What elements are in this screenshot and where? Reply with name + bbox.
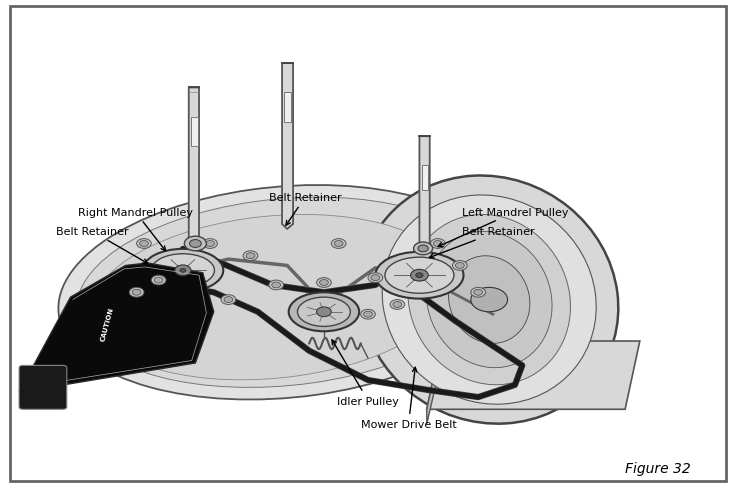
Text: Belt Retainer: Belt Retainer <box>269 193 342 226</box>
Circle shape <box>269 281 283 290</box>
Circle shape <box>434 241 442 247</box>
Circle shape <box>272 283 280 288</box>
Ellipse shape <box>408 215 570 385</box>
Circle shape <box>224 297 233 303</box>
Circle shape <box>334 241 343 247</box>
Bar <box>284 93 291 122</box>
Circle shape <box>243 251 258 261</box>
Ellipse shape <box>77 198 490 387</box>
Circle shape <box>130 288 144 298</box>
Circle shape <box>471 288 486 298</box>
Circle shape <box>140 241 149 247</box>
Circle shape <box>316 278 331 288</box>
Circle shape <box>205 241 214 247</box>
Polygon shape <box>420 137 430 254</box>
Circle shape <box>152 276 166 285</box>
Text: Right Mandrel Pulley: Right Mandrel Pulley <box>78 207 193 251</box>
Ellipse shape <box>91 215 454 380</box>
Circle shape <box>371 275 380 281</box>
Circle shape <box>132 290 141 296</box>
Circle shape <box>471 288 508 312</box>
Text: Figure 32: Figure 32 <box>626 461 691 475</box>
Circle shape <box>474 290 483 296</box>
Polygon shape <box>427 341 640 409</box>
Ellipse shape <box>289 293 359 331</box>
Text: Mower Drive Belt: Mower Drive Belt <box>361 367 456 429</box>
Circle shape <box>174 265 191 276</box>
Text: CAUTION: CAUTION <box>100 306 115 342</box>
Circle shape <box>411 270 428 282</box>
Ellipse shape <box>426 232 552 368</box>
Ellipse shape <box>143 249 223 292</box>
Bar <box>191 118 197 147</box>
Circle shape <box>361 310 375 320</box>
Circle shape <box>155 278 163 284</box>
Circle shape <box>414 243 433 255</box>
Text: Belt Retainer: Belt Retainer <box>56 227 147 264</box>
Ellipse shape <box>297 298 350 327</box>
Text: Belt Retainer: Belt Retainer <box>429 227 534 259</box>
Bar <box>422 166 428 190</box>
Circle shape <box>316 307 331 317</box>
Circle shape <box>246 253 255 259</box>
Circle shape <box>331 239 346 249</box>
Text: Idler Pulley: Idler Pulley <box>332 340 399 406</box>
Ellipse shape <box>385 258 454 294</box>
Circle shape <box>431 239 445 249</box>
Polygon shape <box>427 341 442 424</box>
Polygon shape <box>19 264 213 392</box>
Ellipse shape <box>448 256 530 344</box>
Ellipse shape <box>382 196 596 405</box>
Circle shape <box>416 273 423 278</box>
Circle shape <box>390 300 405 310</box>
Ellipse shape <box>360 176 618 424</box>
Text: Left Mandrel Pulley: Left Mandrel Pulley <box>438 207 568 247</box>
Circle shape <box>189 240 201 248</box>
Circle shape <box>202 239 217 249</box>
Circle shape <box>221 295 236 305</box>
Polygon shape <box>282 64 293 229</box>
Circle shape <box>364 312 372 318</box>
Circle shape <box>456 263 464 269</box>
Circle shape <box>137 239 152 249</box>
Ellipse shape <box>375 252 464 299</box>
Circle shape <box>368 273 383 283</box>
Circle shape <box>180 269 185 273</box>
Circle shape <box>453 261 467 271</box>
Circle shape <box>319 280 328 286</box>
Ellipse shape <box>58 185 509 400</box>
Circle shape <box>393 302 402 308</box>
Circle shape <box>184 237 206 251</box>
FancyBboxPatch shape <box>19 366 67 409</box>
Polygon shape <box>188 88 199 249</box>
Ellipse shape <box>152 254 214 287</box>
Circle shape <box>418 245 428 252</box>
